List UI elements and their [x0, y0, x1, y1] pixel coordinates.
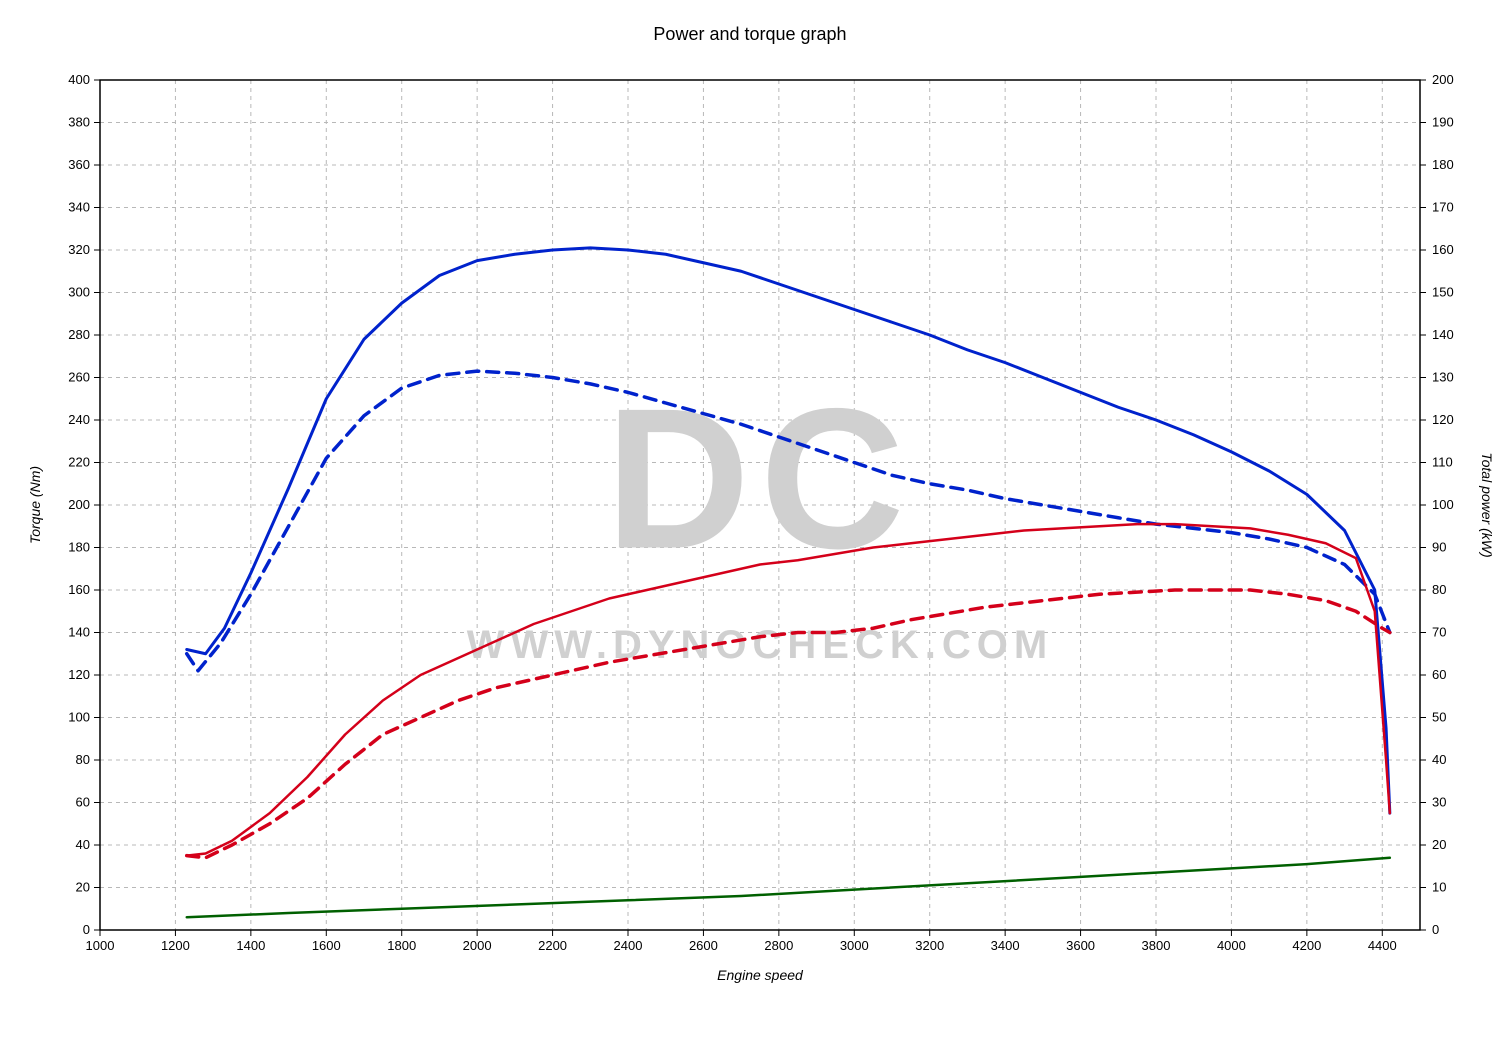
svg-text:1400: 1400: [236, 938, 265, 953]
svg-text:340: 340: [68, 200, 90, 215]
svg-text:180: 180: [1432, 157, 1454, 172]
svg-text:1600: 1600: [312, 938, 341, 953]
svg-text:3400: 3400: [991, 938, 1020, 953]
svg-text:160: 160: [68, 582, 90, 597]
svg-text:190: 190: [1432, 115, 1454, 130]
svg-text:60: 60: [1432, 667, 1446, 682]
svg-text:Power and torque graph: Power and torque graph: [653, 24, 846, 44]
svg-text:2200: 2200: [538, 938, 567, 953]
svg-text:100: 100: [1432, 497, 1454, 512]
svg-text:4000: 4000: [1217, 938, 1246, 953]
svg-text:3800: 3800: [1142, 938, 1171, 953]
svg-text:120: 120: [1432, 412, 1454, 427]
svg-text:30: 30: [1432, 795, 1446, 810]
svg-text:150: 150: [1432, 285, 1454, 300]
svg-text:120: 120: [68, 667, 90, 682]
svg-text:70: 70: [1432, 625, 1446, 640]
svg-text:160: 160: [1432, 242, 1454, 257]
svg-text:80: 80: [1432, 582, 1446, 597]
svg-text:200: 200: [68, 497, 90, 512]
svg-text:100: 100: [68, 710, 90, 725]
svg-text:170: 170: [1432, 200, 1454, 215]
svg-text:60: 60: [76, 795, 90, 810]
svg-text:1200: 1200: [161, 938, 190, 953]
svg-text:360: 360: [68, 157, 90, 172]
svg-text:Total power (kW): Total power (kW): [1479, 452, 1495, 557]
svg-text:0: 0: [83, 922, 90, 937]
svg-text:260: 260: [68, 370, 90, 385]
dyno-chart: 1000120014001600180020002200240026002800…: [0, 0, 1500, 1040]
svg-text:2600: 2600: [689, 938, 718, 953]
svg-text:1000: 1000: [86, 938, 115, 953]
svg-text:10: 10: [1432, 880, 1446, 895]
svg-text:200: 200: [1432, 72, 1454, 87]
svg-text:0: 0: [1432, 922, 1439, 937]
svg-text:50: 50: [1432, 710, 1446, 725]
svg-text:2400: 2400: [614, 938, 643, 953]
svg-text:240: 240: [68, 412, 90, 427]
svg-text:110: 110: [1432, 455, 1453, 470]
svg-text:180: 180: [68, 540, 90, 555]
svg-text:WWW.DYNOCHECK.COM: WWW.DYNOCHECK.COM: [467, 623, 1053, 667]
svg-text:140: 140: [68, 625, 90, 640]
svg-text:20: 20: [76, 880, 90, 895]
chart-svg: 1000120014001600180020002200240026002800…: [0, 0, 1500, 1040]
svg-text:3200: 3200: [915, 938, 944, 953]
svg-text:3600: 3600: [1066, 938, 1095, 953]
svg-text:2000: 2000: [463, 938, 492, 953]
svg-text:400: 400: [68, 72, 90, 87]
svg-text:20: 20: [1432, 837, 1446, 852]
svg-text:130: 130: [1432, 370, 1454, 385]
svg-text:4400: 4400: [1368, 938, 1397, 953]
svg-text:90: 90: [1432, 540, 1446, 555]
svg-text:40: 40: [76, 837, 90, 852]
svg-text:140: 140: [1432, 327, 1454, 342]
svg-text:4200: 4200: [1292, 938, 1321, 953]
svg-text:80: 80: [76, 752, 90, 767]
svg-text:1800: 1800: [387, 938, 416, 953]
svg-text:Engine speed: Engine speed: [717, 967, 804, 983]
svg-text:3000: 3000: [840, 938, 869, 953]
svg-text:280: 280: [68, 327, 90, 342]
svg-text:Torque (Nm): Torque (Nm): [27, 466, 43, 544]
svg-text:320: 320: [68, 242, 90, 257]
svg-text:380: 380: [68, 115, 90, 130]
svg-text:DC: DC: [606, 368, 915, 591]
svg-text:40: 40: [1432, 752, 1446, 767]
svg-text:220: 220: [68, 455, 90, 470]
svg-text:300: 300: [68, 285, 90, 300]
svg-text:2800: 2800: [764, 938, 793, 953]
